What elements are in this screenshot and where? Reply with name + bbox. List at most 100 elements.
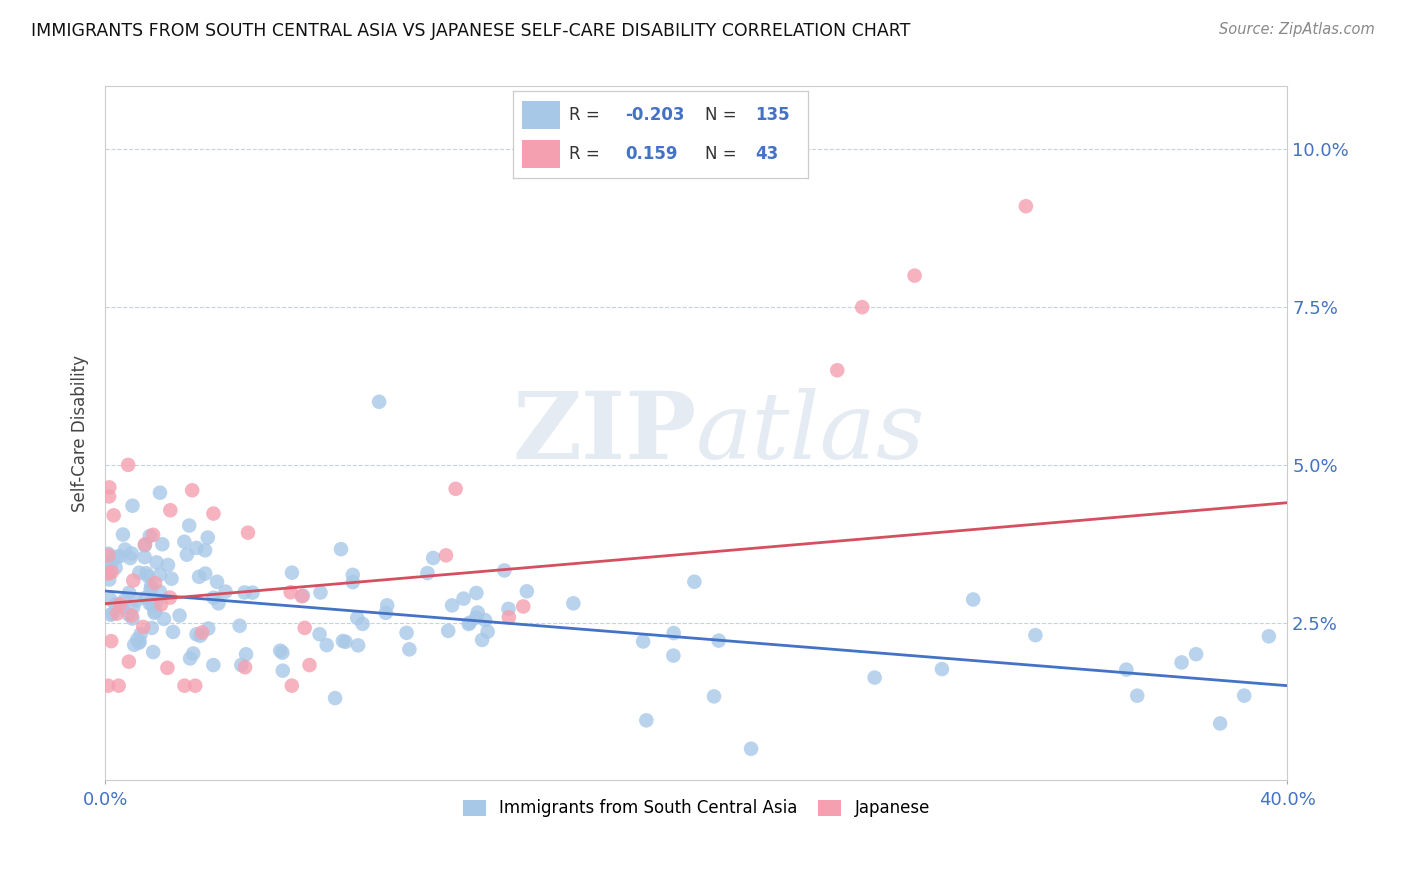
Point [145,595,167,609]
Point [122,638,145,652]
Point [467,606,489,620]
Point [315,638,337,652]
Point [139,529,162,543]
Point [150,598,173,612]
Point [512,599,534,614]
Point [184,679,207,693]
Point [143,606,166,620]
Point [105,549,128,564]
Point [122,600,145,615]
Point [156,558,179,572]
Point [207,596,229,610]
Point [186,627,208,641]
Point [271,664,294,678]
Point [149,584,172,599]
Point [323,691,346,706]
Point [118,586,141,600]
Point [471,632,494,647]
Point [458,615,481,630]
Point [516,584,538,599]
Text: IMMIGRANTS FROM SOUTH CENTRAL ASIA VS JAPANESE SELF-CARE DISABILITY CORRELATION : IMMIGRANTS FROM SOUTH CENTRAL ASIA VS JA… [31,22,910,40]
Point [269,643,291,657]
Point [740,741,762,756]
Point [214,584,236,599]
Text: 0.159: 0.159 [626,145,678,163]
Text: R =: R = [569,106,606,125]
Point [416,566,439,580]
Point [120,551,142,566]
Point [346,611,368,625]
Point [477,624,499,639]
Point [97,549,120,563]
Text: atlas: atlas [696,388,925,478]
Point [191,625,214,640]
Point [162,624,184,639]
Point [444,482,467,496]
Point [465,610,488,624]
Point [114,542,136,557]
Point [104,560,127,574]
Point [236,525,259,540]
Point [368,394,391,409]
Point [97,679,120,693]
Point [179,651,201,665]
Point [398,642,420,657]
Point [127,632,149,647]
Point [118,655,141,669]
Point [194,566,217,581]
Point [121,608,143,623]
Point [342,567,364,582]
Point [159,591,181,605]
Point [205,574,228,589]
Point [100,565,122,579]
Point [141,599,163,613]
Point [108,549,131,564]
Point [135,566,157,581]
Point [143,576,166,591]
Text: N =: N = [704,145,742,163]
Point [233,660,256,674]
Point [294,621,316,635]
Point [132,620,155,634]
Point [342,575,364,590]
Point [97,566,120,581]
Text: -0.203: -0.203 [626,106,685,125]
Point [135,591,157,605]
Point [173,679,195,693]
Bar [522,102,561,129]
Point [231,658,253,673]
Point [104,597,127,611]
Point [498,610,520,624]
Point [181,647,204,661]
Point [186,541,208,555]
Point [122,574,145,588]
Point [129,627,152,641]
Text: ZIP: ZIP [512,388,696,478]
Point [298,658,321,673]
Point [179,518,201,533]
Point [188,570,211,584]
Point [125,593,148,607]
Point [863,671,886,685]
Point [111,527,134,541]
Point [108,597,131,611]
Point [98,480,121,494]
Point [1024,628,1046,642]
Point [636,714,658,728]
Point [683,574,706,589]
Point [134,537,156,551]
Point [707,633,730,648]
Text: 135: 135 [755,106,790,125]
Point [138,597,160,611]
Bar [522,140,561,168]
Point [194,543,217,558]
Point [149,485,172,500]
Point [134,550,156,565]
Point [931,662,953,676]
Text: Source: ZipAtlas.com: Source: ZipAtlas.com [1219,22,1375,37]
Point [143,605,166,619]
Point [98,490,121,504]
Point [1126,689,1149,703]
Point [291,589,314,603]
Point [149,567,172,582]
